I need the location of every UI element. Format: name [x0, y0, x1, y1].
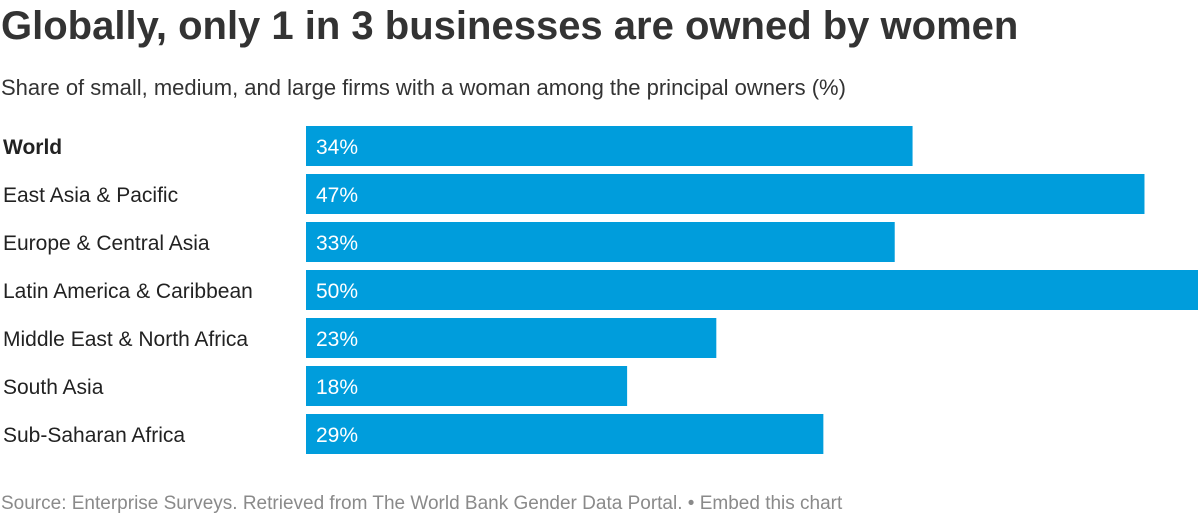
chart-subtitle: Share of small, medium, and large firms …: [1, 75, 846, 100]
bar-value-label: 50%: [316, 280, 358, 303]
bar[interactable]: [306, 366, 628, 406]
category-label: Middle East & North Africa: [3, 328, 248, 351]
bar-value-label: 23%: [316, 328, 358, 351]
bar[interactable]: [306, 414, 824, 454]
category-label: World: [3, 136, 62, 159]
bar[interactable]: [306, 270, 1198, 310]
source-text: Source: Enterprise Surveys. Retrieved fr…: [1, 493, 683, 514]
category-label: South Asia: [3, 376, 104, 399]
category-label: Latin America & Caribbean: [3, 280, 253, 303]
chart-footer: Source: Enterprise Surveys. Retrieved fr…: [1, 492, 842, 516]
category-label: Europe & Central Asia: [3, 232, 210, 255]
chart-title: Globally, only 1 in 3 businesses are own…: [1, 4, 1019, 48]
bar-value-label: 47%: [316, 184, 358, 207]
bar-value-label: 18%: [316, 376, 358, 399]
embed-chart-link[interactable]: Embed this chart: [699, 493, 843, 514]
bar[interactable]: [306, 318, 717, 358]
bar-chart: World 34% East Asia & Pacific 47% Europe & C…: [3, 126, 1198, 454]
bar[interactable]: [306, 126, 913, 166]
bar-value-label: 34%: [316, 136, 358, 159]
footer-separator: •: [687, 493, 695, 514]
category-label: Sub-Saharan Africa: [3, 424, 185, 447]
category-label: East Asia & Pacific: [3, 184, 178, 207]
bar-value-label: 29%: [316, 424, 358, 447]
bar[interactable]: [306, 222, 895, 262]
bar-value-label: 33%: [316, 232, 358, 255]
bar[interactable]: [306, 174, 1145, 214]
